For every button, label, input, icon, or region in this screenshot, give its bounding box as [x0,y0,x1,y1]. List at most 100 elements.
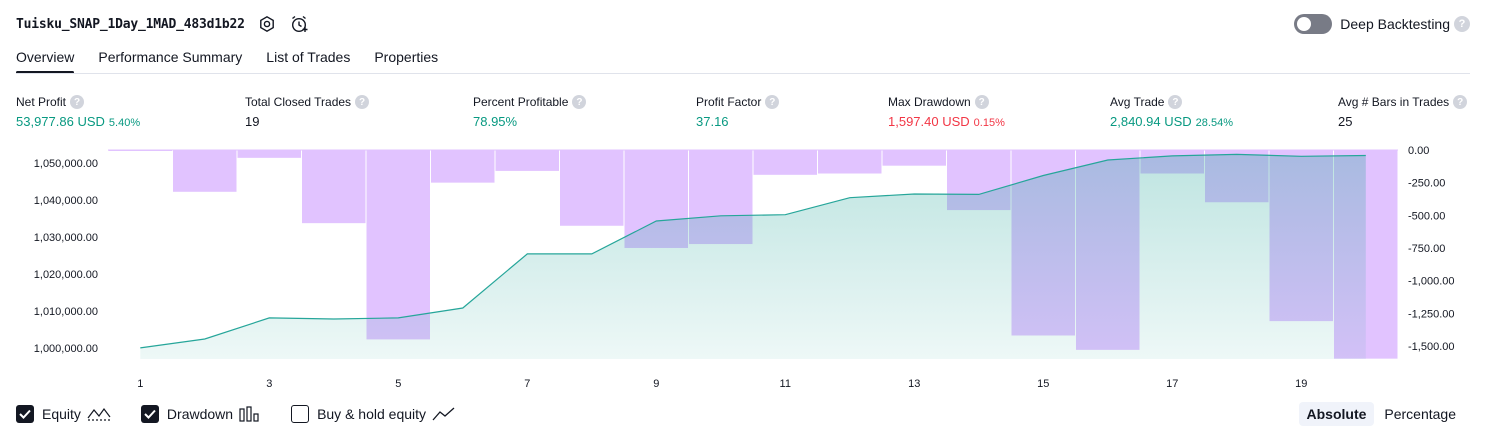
left-tick-label: 1,040,000.00 [34,195,98,207]
right-axis: 0.00 -250.00 -500.00 -750.00 -1,000.00 -1,250… [1408,145,1454,353]
x-tick-label: 5 [395,378,401,390]
drawdown-bar[interactable] [431,150,495,183]
checkbox-buy-hold-equity[interactable] [291,405,310,423]
right-tick-label: -1,250.00 [1408,308,1454,320]
buy-hold-line-icon [432,406,456,422]
legend-drawdown[interactable]: Drawdown [140,405,261,423]
deep-backtesting-control: Deep Backtesting ? [1294,13,1470,35]
left-axis: 1,000,000.00 1,010,000.00 1,020,000.00 1,03… [34,158,98,355]
drawdown-bar[interactable] [560,150,624,226]
checkbox-equity[interactable] [16,405,34,423]
x-tick-label: 9 [653,378,659,390]
metric-avg-bars-in-trades: Avg # Bars in Trades? 25 [1338,94,1468,129]
metric-percent: 5.40% [108,117,141,129]
right-tick-label: -750.00 [1408,243,1445,255]
legend-equity[interactable]: Equity [16,405,111,423]
metric-net-profit: Net Profit? 53,977.86 USD 5.40% [16,94,140,129]
drawdown-bar[interactable] [237,150,302,158]
x-tick-label: 17 [1166,378,1178,390]
right-tick-label: -1,000.00 [1408,276,1454,288]
metric-profit-factor: Profit Factor? 37.16 [696,94,780,129]
drawdown-bar[interactable] [818,150,882,174]
right-tick-label: 0.00 [1408,145,1429,157]
drawdown-bar[interactable] [108,150,173,151]
metric-value: 2,840.94 USD [1110,114,1192,129]
metric-value: 78.95% [473,114,518,129]
mode-absolute-button[interactable]: Absolute [1298,402,1375,426]
legend-equity-label: Equity [42,406,81,422]
drawdown-bar[interactable] [173,150,237,192]
legend-buy-hold-equity[interactable]: Buy & hold equity [291,405,456,423]
report-tabs: Overview Performance Summary List of Tra… [16,44,462,74]
chart-legend: Equity Drawdown Buy & hold equity [16,403,486,425]
help-icon[interactable]: ? [355,95,370,109]
metric-label: Profit Factor [696,95,762,109]
deep-backtesting-label: Deep Backtesting [1340,16,1450,32]
left-tick-label: 1,000,000.00 [34,343,98,355]
x-tick-label: 11 [780,378,791,390]
x-axis: 1 3 5 7 9 11 13 15 17 19 [137,378,1307,390]
equity-area [140,153,1366,359]
metric-value: 1,597.40 USD [888,114,970,129]
x-tick-label: 13 [908,378,920,390]
help-icon[interactable]: ? [974,95,989,109]
metric-percent: 28.54% [1195,117,1233,129]
drawdown-bar[interactable] [366,150,431,340]
alert-clock-icon[interactable] [289,14,309,34]
equity-line[interactable] [140,153,1366,349]
metric-label: Percent Profitable [473,95,569,109]
x-tick-label: 15 [1037,378,1049,390]
equity-drawdown-chart[interactable]: 1,000,000.00 1,010,000.00 1,020,000.00 1,03… [0,140,1486,390]
equity-area-fill [140,154,1366,359]
x-tick-label: 3 [266,378,272,390]
metric-label: Avg # Bars in Trades [1338,95,1450,109]
metric-percent: 0.15% [973,117,1005,129]
mode-percentage-button[interactable]: Percentage [1384,406,1456,422]
drawdown-bar[interactable] [302,150,366,224]
tab-properties[interactable]: Properties [374,49,439,65]
tab-list-of-trades[interactable]: List of Trades [266,49,351,65]
x-tick-label: 19 [1295,378,1307,390]
metric-max-drawdown: Max Drawdown? 1,597.40 USD 0.15% [888,94,1005,129]
value-mode-switch: Absolute Percentage [1297,401,1465,427]
metric-label: Max Drawdown [888,95,971,109]
help-icon[interactable]: ? [765,95,780,109]
checkbox-drawdown[interactable] [140,405,159,423]
right-tick-label: -250.00 [1408,178,1445,190]
metric-value: 53,977.86 USD [16,114,105,129]
metric-value: 37.16 [696,114,729,129]
metric-label: Net Profit [16,95,67,109]
report-header: Tuisku_SNAP_1Day_1MAD_483d1b22 [16,12,309,36]
metric-value: 25 [1338,114,1353,129]
legend-drawdown-label: Drawdown [166,406,234,422]
drawdown-bars-icon [239,406,261,422]
equity-line-icon [87,406,111,422]
right-tick-label: -1,500.00 [1408,341,1454,353]
help-icon[interactable]: ? [1453,95,1468,109]
legend-buy-hold-label: Buy & hold equity [317,406,427,422]
left-tick-label: 1,020,000.00 [34,269,98,281]
metric-label: Total Closed Trades [245,95,352,109]
help-icon[interactable]: ? [1454,16,1470,32]
metric-avg-trade: Avg Trade? 2,840.94 USD 28.54% [1110,94,1233,129]
right-tick-label: -500.00 [1408,210,1445,222]
drawdown-bar[interactable] [753,150,818,175]
metric-value: 19 [245,114,260,129]
tab-performance-summary[interactable]: Performance Summary [98,49,243,65]
left-tick-label: 1,030,000.00 [34,232,98,244]
deep-backtesting-toggle[interactable] [1294,14,1333,34]
strategy-title: Tuisku_SNAP_1Day_1MAD_483d1b22 [16,16,245,32]
help-icon[interactable]: ? [572,95,587,109]
drawdown-bar[interactable] [882,150,947,166]
help-icon[interactable]: ? [1168,95,1183,109]
x-tick-label: 7 [524,378,530,390]
x-tick-label: 1 [137,378,143,390]
settings-gear-icon[interactable] [257,14,277,34]
metric-label: Avg Trade [1110,95,1165,109]
help-icon[interactable]: ? [70,95,85,109]
metric-percent-profitable: Percent Profitable? 78.95% [473,94,587,129]
tab-overview[interactable]: Overview [16,44,75,74]
tabs-divider [16,73,1470,74]
left-tick-label: 1,050,000.00 [34,158,98,170]
drawdown-bar[interactable] [495,150,560,171]
